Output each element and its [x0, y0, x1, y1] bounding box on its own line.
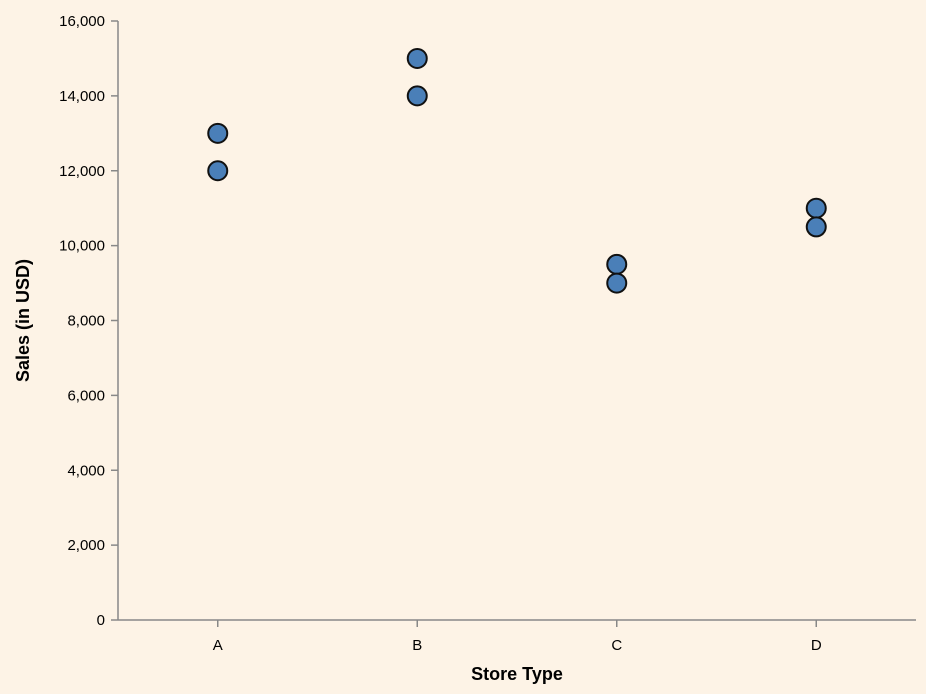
y-tick-label: 14,000 — [59, 88, 105, 105]
y-axis: 0 2,000 4,000 6,000 8,000 10,000 12,000 14,000 1… — [59, 13, 119, 629]
y-tick-label: 10,000 — [59, 238, 105, 255]
data-point — [207, 160, 229, 182]
data-point — [606, 253, 628, 275]
y-tick-label: 8,000 — [67, 313, 105, 330]
x-axis: A B C D — [118, 619, 916, 654]
data-point — [805, 216, 827, 238]
x-tick-label: A — [213, 637, 223, 654]
data-point — [406, 85, 428, 107]
x-tick-label: B — [412, 637, 422, 654]
x-tick-label: D — [811, 637, 822, 654]
y-tick-label: 2,000 — [67, 537, 105, 554]
y-tick-label: 6,000 — [67, 387, 105, 404]
data-point — [606, 272, 628, 294]
y-tick-label: 12,000 — [59, 163, 105, 180]
data-point — [207, 122, 229, 144]
y-tick-label: 0 — [97, 612, 105, 629]
y-tick-label: 16,000 — [59, 13, 105, 30]
data-point — [805, 197, 827, 219]
x-axis-title: Store Type — [471, 664, 563, 684]
x-tick-label: C — [611, 637, 622, 654]
y-tick-label: 4,000 — [67, 462, 105, 479]
data-point — [406, 47, 428, 69]
data-points — [207, 47, 827, 294]
y-axis-title: Sales (in USD) — [13, 259, 33, 382]
